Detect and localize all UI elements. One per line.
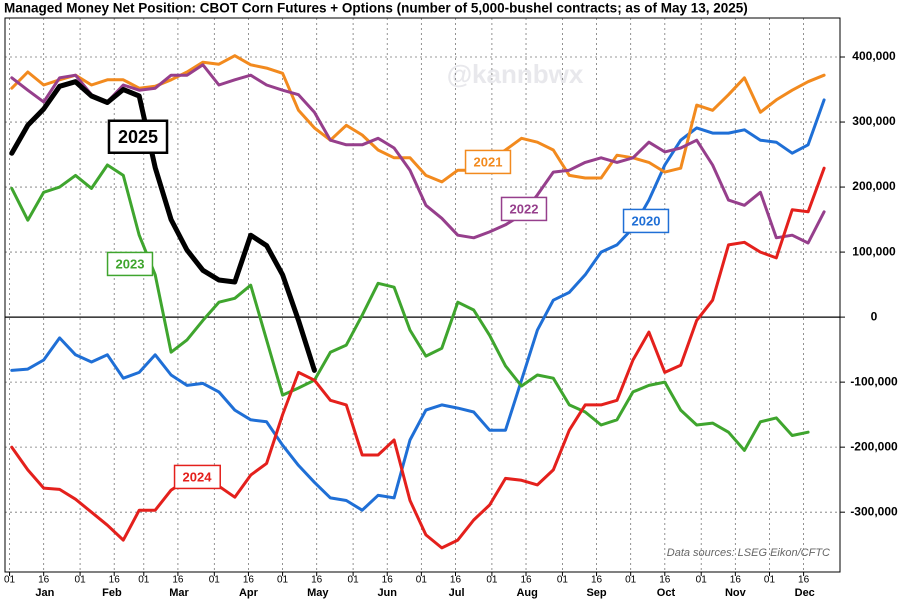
month-label: Apr: [239, 587, 259, 599]
x-tick-label: 16: [520, 575, 532, 586]
series-label-box: [106, 251, 154, 277]
x-tick-label: 01: [557, 575, 569, 586]
x-tick-label: 01: [696, 575, 708, 586]
x-tick-label: 01: [75, 575, 87, 586]
x-tick-label: 16: [730, 575, 742, 586]
watermark: @kannbwx: [447, 59, 584, 89]
chart-title: Managed Money Net Position: CBOT Corn Fu…: [4, 1, 748, 16]
month-label: Mar: [169, 587, 189, 599]
series-label: 2021: [474, 154, 503, 169]
month-label: Jul: [449, 587, 465, 599]
x-tick-label: 16: [311, 575, 323, 586]
series-label: 2020: [632, 213, 661, 228]
source-note: Data sources: LSEG Eikon/CFTC: [667, 547, 830, 559]
month-label: Oct: [657, 587, 676, 599]
x-tick-label: 01: [764, 575, 776, 586]
x-tick-label: 01: [4, 575, 16, 586]
x-tick-label: 01: [416, 575, 428, 586]
series-label-box: [173, 464, 221, 490]
series-label-box: [622, 208, 670, 234]
series-line: [9, 79, 317, 373]
series-label: 2022: [510, 201, 539, 216]
month-label: Sep: [586, 587, 606, 599]
x-tick-label: 01: [209, 575, 221, 586]
y-tick-label: 100,000: [852, 244, 896, 258]
y-tick-label: -200,000: [850, 439, 898, 453]
y-tick-label: 400,000: [852, 49, 896, 63]
y-tick-label: 0: [871, 309, 878, 323]
x-tick-label: 01: [138, 575, 150, 586]
x-tick-label: 01: [625, 575, 637, 586]
y-tick-label: -100,000: [850, 374, 898, 388]
x-tick-label: 01: [486, 575, 498, 586]
series-line: [10, 166, 826, 550]
month-label: Jun: [377, 587, 397, 599]
y-tick-label: 300,000: [852, 114, 896, 128]
month-label: Dec: [795, 587, 815, 599]
y-tick-label: 200,000: [852, 179, 896, 193]
x-tick-label: 01: [277, 575, 289, 586]
y-tick-label: -300,000: [850, 504, 898, 518]
x-tick-label: 16: [243, 575, 255, 586]
series-label: 2023: [116, 256, 145, 271]
series-label-box: [107, 119, 169, 154]
x-tick-label: 16: [109, 575, 121, 586]
series-line: [10, 54, 826, 184]
x-tick-label: 16: [382, 575, 394, 586]
series-label: 2024: [183, 469, 213, 484]
x-tick-label: 16: [172, 575, 184, 586]
series-label: 2025: [118, 127, 158, 147]
month-label: Jan: [35, 587, 54, 599]
x-tick-label: 16: [450, 575, 462, 586]
x-tick-label: 16: [591, 575, 603, 586]
x-tick-label: 16: [659, 575, 671, 586]
x-tick-label: 16: [38, 575, 50, 586]
month-label: Feb: [102, 587, 122, 599]
x-tick-label: 16: [798, 575, 810, 586]
series-line: [10, 163, 810, 452]
series-line: [10, 63, 826, 245]
month-label: Aug: [516, 587, 537, 599]
month-label: Nov: [725, 587, 747, 599]
series-label-box: [500, 196, 548, 222]
month-label: May: [307, 587, 329, 599]
x-tick-label: 01: [348, 575, 360, 586]
plot-frame: [4, 17, 841, 573]
series-label-box: [464, 149, 512, 175]
